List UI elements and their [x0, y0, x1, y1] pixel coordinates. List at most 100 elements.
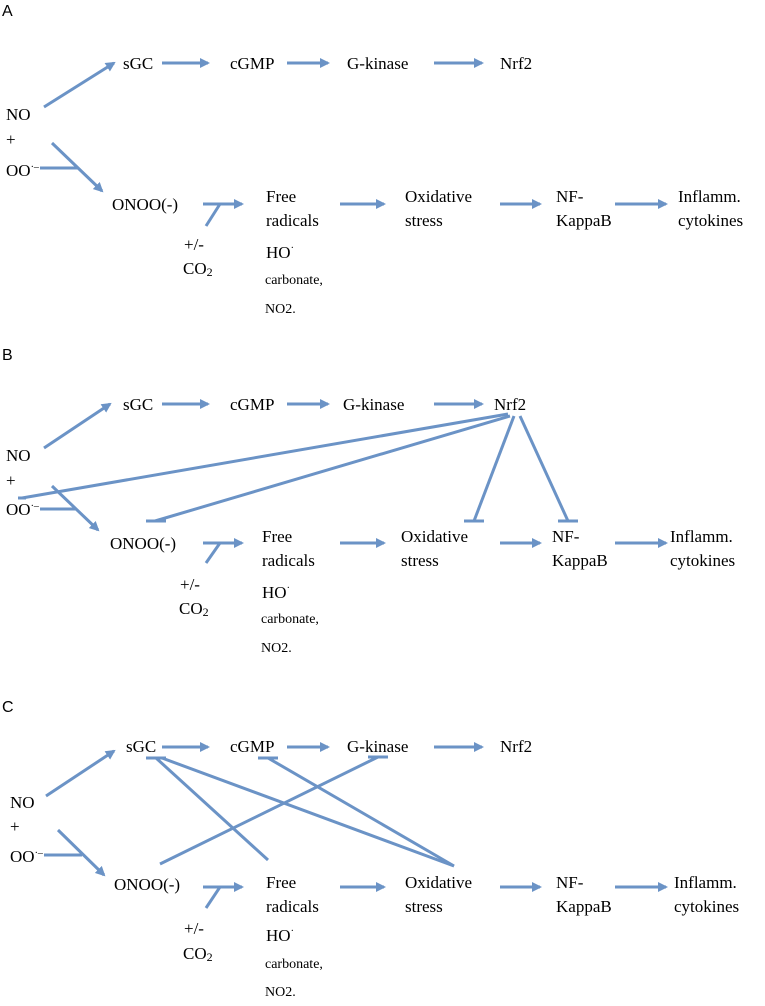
inflamm-label-line2: cytokines — [670, 551, 735, 570]
co-text: CO — [179, 599, 203, 618]
sgc-label: sGC — [123, 54, 153, 73]
ho-text: HO — [262, 583, 287, 602]
inhibit-nrf2-to-nf — [518, 415, 570, 522]
onoo-label: ONOO(-) — [114, 875, 180, 894]
panel-c-arrows — [44, 742, 668, 909]
inflamm-label-line2: cytokines — [674, 897, 739, 916]
inflamm-label-line1: Inflamm. — [670, 527, 733, 546]
line-oxidative-to-sgc — [161, 756, 455, 868]
oo-text: OO — [10, 847, 35, 866]
oo-label: OO·– — [6, 500, 40, 519]
nf-label-line2: KappaB — [552, 551, 608, 570]
onoo-label: ONOO(-) — [110, 534, 176, 553]
no2-label: NO2. — [265, 302, 296, 317]
carbonate-label: carbonate, — [261, 612, 319, 627]
oo-text: OO — [6, 161, 31, 180]
inflamm-label-line1: Inflamm. — [678, 187, 741, 206]
line-co2-join — [204, 886, 222, 909]
nrf2-label: Nrf2 — [500, 737, 532, 756]
co2-label: CO2 — [183, 944, 213, 964]
line-free-to-sgc — [154, 756, 270, 862]
panel-b: B sGC cGMP G-kinase Nrf2 NO — [2, 347, 735, 656]
line-co2-join — [204, 542, 222, 564]
free-label-line1: Free — [266, 873, 296, 892]
oo-label: OO·– — [6, 161, 40, 180]
nf-label-line1: NF- — [552, 527, 580, 546]
cgmp-label: cGMP — [230, 54, 274, 73]
carbonate-label: carbonate, — [265, 273, 323, 288]
no2-label: NO2. — [265, 985, 296, 1000]
inflamm-label-line1: Inflamm. — [674, 873, 737, 892]
nf-label-line1: NF- — [556, 873, 584, 892]
free-label-line2: radicals — [266, 897, 319, 916]
no-label: NO — [10, 793, 35, 812]
sgc-label: sGC — [126, 737, 156, 756]
nf-label-line2: KappaB — [556, 211, 612, 230]
inhibit-nrf2-to-no — [21, 412, 509, 500]
free-label-line2: radicals — [262, 551, 315, 570]
plus-label: + — [6, 471, 16, 490]
plusminus-label: +/- — [180, 575, 200, 594]
plusminus-label: +/- — [184, 919, 204, 938]
cgmp-label: cGMP — [230, 737, 274, 756]
cgmp-label: cGMP — [230, 395, 274, 414]
line-onoo-to-gkinase — [159, 755, 379, 866]
oxidative-label-line2: stress — [405, 897, 443, 916]
nrf2-label: Nrf2 — [500, 54, 532, 73]
nf-label-line2: KappaB — [556, 897, 612, 916]
ho-label: HO· — [266, 243, 294, 262]
inflamm-label-line2: cytokines — [678, 211, 743, 230]
no-label: NO — [6, 446, 31, 465]
oo-superscript: ·– — [35, 848, 44, 859]
line-co2-join — [204, 203, 222, 227]
panel-a-letter: A — [2, 3, 13, 20]
oxidative-label-line2: stress — [405, 211, 443, 230]
carbonate-label: carbonate, — [265, 957, 323, 972]
plusminus-label: +/- — [184, 235, 204, 254]
free-label-line1: Free — [266, 187, 296, 206]
oo-superscript: ·– — [31, 501, 40, 512]
inhibit-nrf2-to-oxidative — [472, 415, 516, 522]
co2-subscript: 2 — [203, 605, 209, 619]
panel-c: C sGC cGMP G-kinase Nrf2 NO + — [2, 699, 739, 1000]
oo-label: OO·– — [10, 847, 44, 866]
co2-label: CO2 — [183, 259, 213, 279]
panel-a: A sGC cGMP G-kinase Nrf2 NO + OO·– ONOO(… — [2, 3, 743, 317]
co2-label: CO2 — [179, 599, 209, 619]
oo-text: OO — [6, 500, 31, 519]
co-text: CO — [183, 259, 207, 278]
ho-superscript: · — [291, 926, 294, 937]
ho-superscript: · — [291, 243, 294, 254]
ho-label: HO· — [262, 583, 290, 602]
ho-text: HO — [266, 243, 291, 262]
onoo-label: ONOO(-) — [112, 195, 178, 214]
panel-c-letter: C — [2, 699, 14, 716]
inhibit-nrf2-to-onoo — [154, 414, 511, 523]
line-oxidative-to-cgmp — [267, 756, 455, 868]
ho-superscript: · — [287, 583, 290, 594]
co2-subscript: 2 — [207, 950, 213, 964]
arrow-no-to-onoo — [56, 828, 106, 877]
arrow-no-to-sgc — [43, 61, 116, 109]
ho-label: HO· — [266, 926, 294, 945]
plus-label: + — [10, 817, 20, 836]
no-label: NO — [6, 105, 31, 124]
arrow-no-to-sgc — [43, 402, 112, 450]
free-label-line1: Free — [262, 527, 292, 546]
co-text: CO — [183, 944, 207, 963]
panel-b-arrows — [18, 399, 668, 564]
oxidative-label-line1: Oxidative — [405, 187, 472, 206]
oxidative-label-line1: Oxidative — [405, 873, 472, 892]
ho-text: HO — [266, 926, 291, 945]
gkinase-label: G-kinase — [347, 737, 408, 756]
no2-label: NO2. — [261, 641, 292, 656]
gkinase-label: G-kinase — [347, 54, 408, 73]
nrf2-label: Nrf2 — [494, 395, 526, 414]
free-label-line2: radicals — [266, 211, 319, 230]
oxidative-label-line1: Oxidative — [401, 527, 468, 546]
gkinase-label: G-kinase — [343, 395, 404, 414]
panel-b-letter: B — [2, 347, 13, 364]
nf-label-line1: NF- — [556, 187, 584, 206]
panel-a-arrows — [40, 58, 668, 227]
